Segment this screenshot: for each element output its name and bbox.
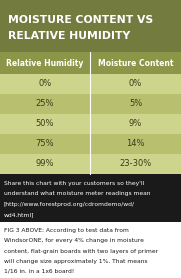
Text: content, flat-grain boards with two layers of primer: content, flat-grain boards with two laye… <box>4 249 158 254</box>
Text: understand what moisture meter readings mean: understand what moisture meter readings … <box>4 191 150 196</box>
FancyBboxPatch shape <box>0 52 181 74</box>
Text: wd4.html]: wd4.html] <box>4 213 35 218</box>
FancyBboxPatch shape <box>0 74 181 94</box>
Text: 5%: 5% <box>129 100 142 108</box>
Text: 1/16 in. in a 1x6 board!: 1/16 in. in a 1x6 board! <box>4 269 74 274</box>
Text: FIG 3 ABOVE: According to test data from: FIG 3 ABOVE: According to test data from <box>4 228 129 233</box>
Text: Relative Humidity: Relative Humidity <box>6 58 84 68</box>
Text: [http://www.forestprod.org/cdromdemo/wd/: [http://www.forestprod.org/cdromdemo/wd/ <box>4 202 135 207</box>
Text: MOISTURE CONTENT VS: MOISTURE CONTENT VS <box>8 15 153 25</box>
FancyBboxPatch shape <box>0 174 181 222</box>
Text: 23-30%: 23-30% <box>119 160 152 168</box>
Text: 0%: 0% <box>38 80 52 88</box>
Text: will change size approximately 1%. That means: will change size approximately 1%. That … <box>4 259 148 264</box>
FancyBboxPatch shape <box>0 222 181 278</box>
Text: Share this chart with your customers so they'll: Share this chart with your customers so … <box>4 181 144 186</box>
FancyBboxPatch shape <box>0 134 181 154</box>
FancyBboxPatch shape <box>0 0 181 52</box>
Text: 50%: 50% <box>36 120 54 128</box>
FancyBboxPatch shape <box>0 114 181 134</box>
Text: RELATIVE HUMIDITY: RELATIVE HUMIDITY <box>8 31 130 41</box>
FancyBboxPatch shape <box>0 94 181 114</box>
Text: 25%: 25% <box>36 100 54 108</box>
Text: 0%: 0% <box>129 80 142 88</box>
Text: 9%: 9% <box>129 120 142 128</box>
Text: 99%: 99% <box>36 160 54 168</box>
Text: Moisture Content: Moisture Content <box>98 58 173 68</box>
FancyBboxPatch shape <box>0 154 181 174</box>
Text: WindsorONE, for every 4% change in moisture: WindsorONE, for every 4% change in moist… <box>4 238 144 243</box>
Text: 14%: 14% <box>126 140 145 148</box>
Text: 75%: 75% <box>36 140 54 148</box>
